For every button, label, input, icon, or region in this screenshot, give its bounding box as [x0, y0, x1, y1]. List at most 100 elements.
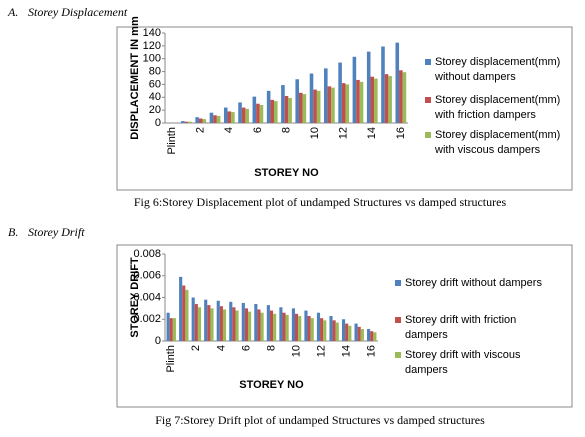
bar [345, 323, 349, 341]
x-tick-label: 12 [316, 345, 328, 357]
bar [345, 84, 350, 123]
bar [323, 320, 327, 341]
bar [266, 305, 270, 341]
section-label: B. [8, 225, 19, 239]
legend-item: Storey displacement(mm) with viscous dam… [425, 128, 570, 158]
bar [273, 101, 278, 123]
bar [304, 310, 308, 341]
bar [195, 117, 199, 123]
y-tick-label: 100 [143, 53, 161, 65]
bar [381, 46, 385, 123]
bar [273, 313, 277, 341]
bar [356, 79, 360, 123]
caption: Fig 7:Storey Drift plot of undamped Stru… [155, 413, 485, 427]
y-tick-label: 80 [149, 65, 161, 77]
bar [384, 74, 389, 123]
bar [388, 76, 392, 123]
legend-swatch [395, 352, 401, 358]
legend-swatch [425, 59, 431, 65]
y-tick-label: 20 [149, 104, 161, 116]
y-tick-label: 0.006 [133, 270, 161, 282]
bar [232, 307, 236, 341]
bar [194, 304, 198, 341]
caption: Fig 6:Storey Displacement plot of undamp… [133, 195, 507, 209]
x-tick-label: 8 [265, 345, 277, 351]
bar [354, 323, 358, 341]
bar [238, 102, 242, 123]
legend-item: Storey drift with viscous dampers [395, 348, 545, 378]
bar [260, 312, 264, 341]
y-tick-label: 40 [149, 91, 161, 103]
bar [348, 325, 352, 341]
legend-label: Storey drift without dampers [405, 277, 542, 289]
bar [310, 318, 314, 341]
x-tick-label: 6 [252, 127, 264, 133]
bar [338, 62, 342, 123]
bar [169, 318, 173, 341]
bar [332, 320, 336, 341]
x-tick-label: 14 [366, 127, 378, 139]
y-tick-label: 120 [143, 40, 161, 52]
bar [370, 76, 375, 123]
bar [185, 289, 189, 341]
x-tick-label: Plinth [166, 127, 178, 155]
bar [307, 315, 311, 341]
bar [182, 285, 186, 341]
legend-label: Storey drift with friction dampers [405, 314, 517, 341]
bar [197, 307, 202, 341]
bar [299, 92, 303, 123]
bar [166, 312, 170, 341]
bar [179, 276, 183, 341]
bar [395, 42, 400, 124]
bar [285, 314, 289, 341]
bar [399, 70, 403, 123]
bar [191, 297, 195, 341]
bar [281, 85, 285, 123]
bar [216, 115, 221, 123]
bar [210, 308, 214, 341]
x-tick-label: 6 [240, 345, 252, 351]
bar [241, 302, 245, 341]
bar [366, 51, 371, 124]
bar [359, 81, 364, 123]
y-tick-label: 0.008 [133, 248, 161, 260]
bar [294, 313, 299, 341]
section-heading: A. Storey Displacement [8, 5, 127, 20]
y-tick-label: 0.004 [133, 291, 161, 303]
bar [172, 318, 176, 341]
bar [309, 73, 314, 123]
bar [256, 103, 260, 123]
bar [235, 310, 239, 341]
x-tick-label: 16 [395, 127, 407, 139]
x-tick-label: 2 [190, 345, 202, 351]
bar [222, 309, 227, 341]
y-tick-label: 0 [155, 117, 161, 129]
bar [245, 108, 249, 123]
bar [254, 304, 258, 341]
bar [360, 329, 364, 341]
bar [316, 312, 321, 341]
bar [295, 79, 300, 123]
legend-swatch [395, 280, 401, 286]
x-tick-label: 14 [341, 345, 353, 357]
x-tick-label: Plinth [165, 345, 177, 373]
section-title: Storey Drift [28, 225, 85, 239]
bar [184, 121, 189, 123]
bar [357, 326, 361, 341]
bar [209, 112, 214, 123]
x-tick-label: 16 [366, 345, 378, 357]
bar [207, 305, 211, 341]
bar [352, 56, 357, 123]
bar [324, 68, 328, 123]
x-tick-label: 10 [309, 127, 321, 139]
legend-label: Storey displacement(mm) with viscous dam… [435, 129, 561, 156]
bar [291, 308, 295, 341]
y-tick-label: 0.002 [133, 313, 161, 325]
bar [223, 107, 228, 123]
section-title: Storey Displacement [28, 5, 128, 19]
bar [284, 96, 289, 123]
bar [327, 86, 332, 123]
bar [313, 89, 317, 123]
